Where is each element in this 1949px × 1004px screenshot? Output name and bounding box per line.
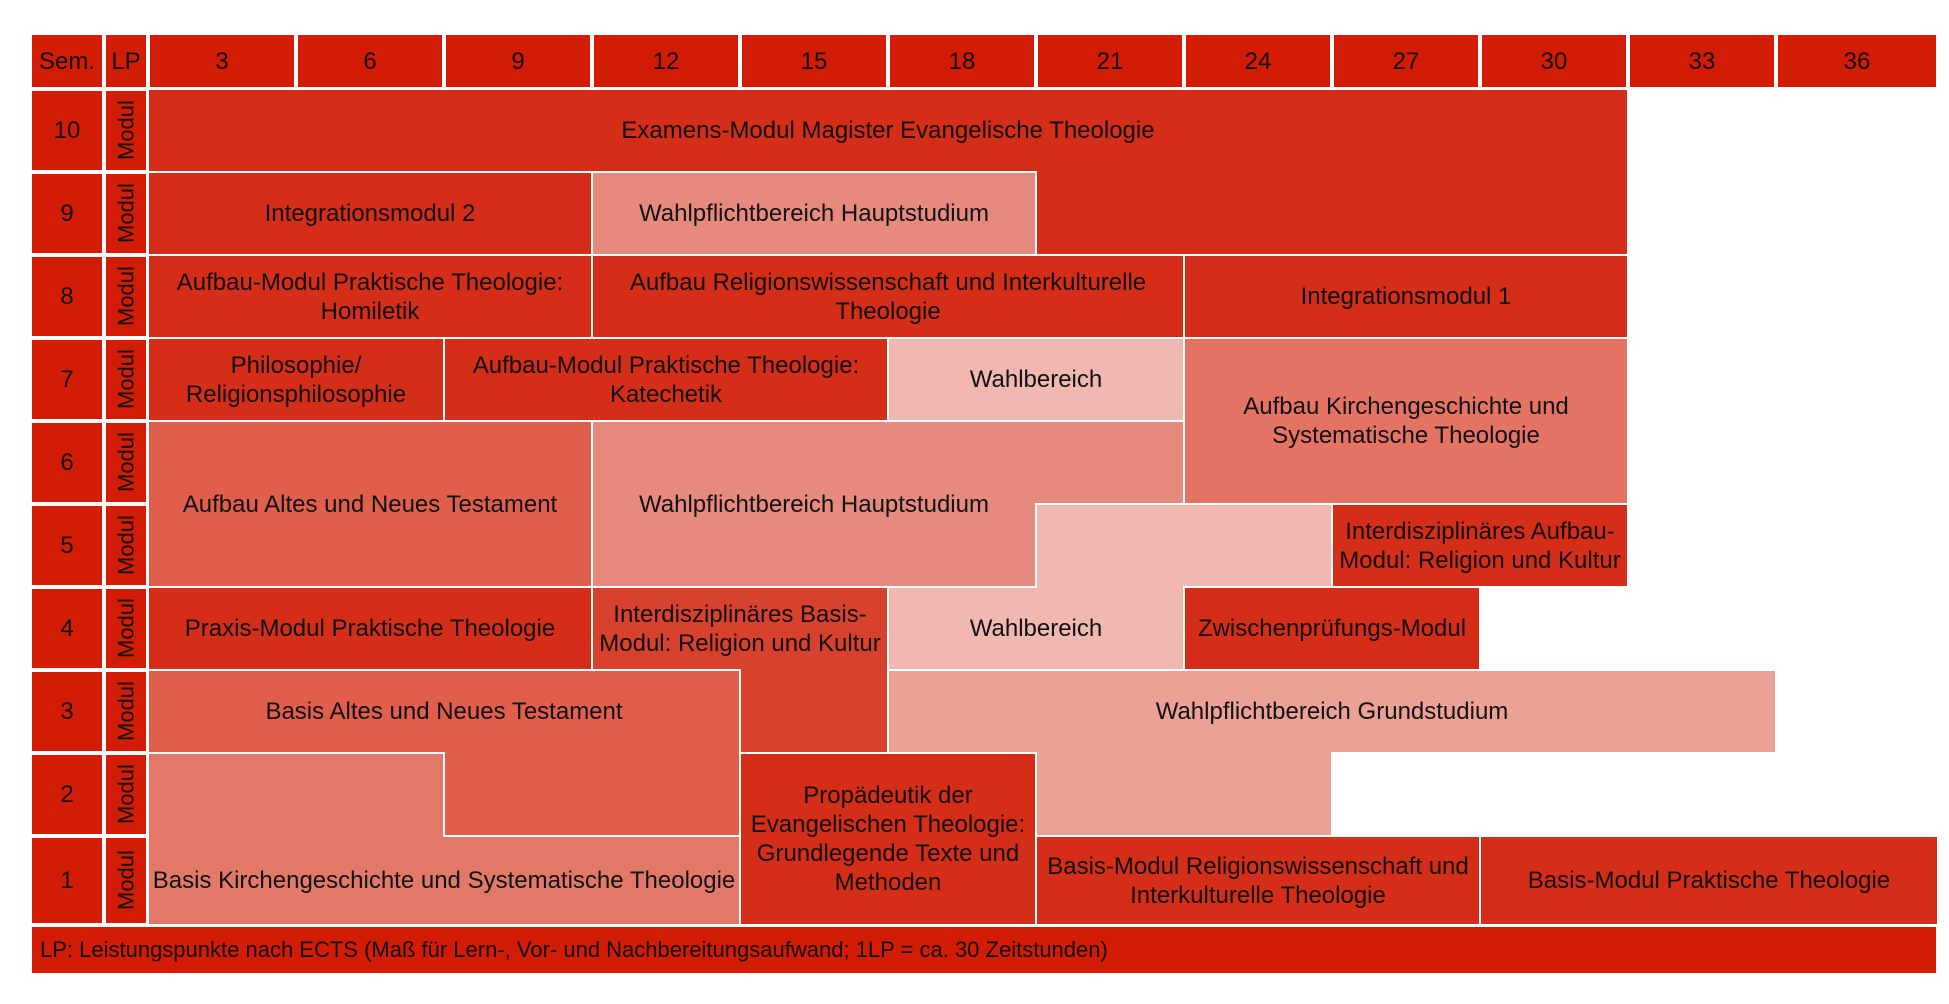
label-examens: Examens-Modul Magister Evangelische Theo…	[621, 117, 1155, 144]
header-col-3: 3	[148, 33, 296, 89]
label-aufbau-kirchengeschichte: Aufbau Kirchengeschichte und Systematisc…	[1243, 393, 1569, 449]
label-wahlbereich-7: Wahlbereich	[969, 366, 1103, 393]
label-aufbau-at-nt: Aufbau Altes und Neues Testament	[182, 490, 558, 518]
shape-propaedeutik	[739, 752, 1037, 926]
label-integrationsmodul-1: Integrationsmodul 1	[1300, 283, 1512, 310]
shape-integrationsmodul-2	[147, 171, 593, 256]
shape-zwischenpruefung	[1183, 586, 1481, 671]
header-col-21: 21	[1036, 33, 1184, 89]
label-aufbau-homiletik: Aufbau-Modul Praktische Theologie: Homil…	[176, 268, 564, 325]
footer-note: LP: Leistungspunkte nach ECTS (Maß für L…	[30, 925, 1938, 975]
label-interdis-basis: Interdisziplinäres Basis-Modul: Religion…	[599, 600, 881, 657]
label-wahlpflicht-grund: Wahlpflichtbereich Grundstudium	[1155, 698, 1509, 725]
header-col-15: 15	[740, 33, 888, 89]
sem-4: 4	[30, 587, 104, 670]
label-integrationsmodul-2: Integrationsmodul 2	[264, 200, 476, 227]
shape-aufbau-homiletik	[147, 254, 593, 339]
sem-8: 8	[30, 255, 104, 338]
shape-aufbau-religionswissenschaft	[591, 254, 1185, 339]
sem-5: 5	[30, 504, 104, 587]
label-praxis-modul: Praxis-Modul Praktische Theologie	[184, 615, 556, 642]
label-aufbau-katechetik: Aufbau-Modul Praktische Theologie: Katec…	[472, 351, 860, 408]
sem-2: 2	[30, 753, 104, 836]
label-wahlpflicht-haupt-9: Wahlpflichtbereich Hauptstudium	[639, 200, 989, 227]
label-zwischenpruefung: Zwischenprüfungs-Modul	[1197, 615, 1467, 642]
header-lp: LP	[104, 33, 148, 89]
sem-1: 1	[30, 836, 104, 925]
label-basis-praktische: Basis-Modul Praktische Theologie	[1527, 867, 1891, 894]
sem-9: 9	[30, 172, 104, 255]
shape-praxis-modul	[147, 586, 593, 671]
shape-aufbau-kirchengeschichte	[1183, 337, 1629, 505]
sem-10: 10	[30, 89, 104, 172]
header-col-33: 33	[1628, 33, 1776, 89]
header-sem: Sem.	[30, 33, 104, 89]
header-col-30: 30	[1480, 33, 1628, 89]
label-propaedeutik: Propädeutik der Evangelischen Theologie:…	[750, 782, 1026, 896]
header-col-24: 24	[1184, 33, 1332, 89]
label-philosophie: Philosophie/ Religionsphilosophie	[185, 351, 407, 408]
header-col-36: 36	[1776, 33, 1938, 89]
shape-interdis-aufbau	[1331, 503, 1629, 588]
label-basis-at-nt: Basis Altes und Neues Testament	[265, 698, 623, 725]
label-wahlpflicht-haupt-56: Wahlpflichtbereich Hauptstudium	[639, 490, 989, 518]
shape-aufbau-katechetik	[443, 337, 889, 422]
header-col-27: 27	[1332, 33, 1480, 89]
sem-3: 3	[30, 670, 104, 753]
sem-6: 6	[30, 421, 104, 504]
label-basis-religionswissenschaft: Basis-Modul Religionswissenschaft und In…	[1047, 852, 1469, 909]
shape-basis-religionswissenschaft	[1035, 835, 1481, 926]
label-interdis-aufbau: Interdisziplinäres Aufbau-Modul: Religio…	[1339, 517, 1621, 574]
label-basis-kirchengeschichte: Basis Kirchengeschichte und Systematisch…	[152, 867, 736, 894]
shape-basis-praktische	[1479, 835, 1939, 926]
label-wahlbereich-45: Wahlbereich	[969, 615, 1103, 642]
header-col-18: 18	[888, 33, 1036, 89]
sem-7: 7	[30, 338, 104, 421]
label-aufbau-religionswissenschaft: Aufbau Religionswissenschaft und Interku…	[629, 268, 1147, 325]
shape-integrationsmodul-1	[1183, 254, 1629, 339]
